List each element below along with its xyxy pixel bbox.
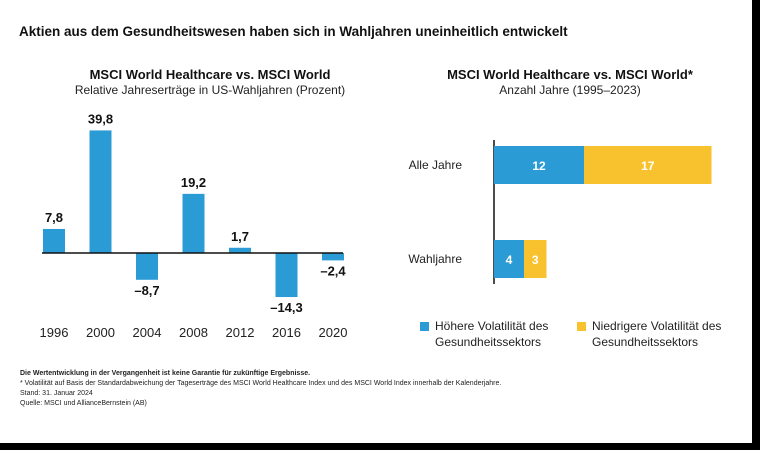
main-title: Aktien aus dem Gesundheitswesen haben si… (19, 24, 568, 39)
data-label-1996: 7,8 (45, 210, 63, 225)
legend-label-lower-volatility: Niedrigere Volatilität des Gesundheitsse… (592, 319, 722, 349)
x-tick-2020: 2020 (319, 325, 348, 340)
left-chart-subtitle: Relative Jahreserträge in US-Wahljahren … (74, 83, 346, 97)
footnote-disclaimer: Die Wertentwicklung in der Vergangenheit… (20, 370, 311, 377)
category-label-1: Wahljahre (408, 252, 462, 266)
right-chart-title: MSCI World Healthcare vs. MSCI World* (447, 67, 693, 82)
x-tick-2012: 2012 (226, 325, 255, 340)
bar-2008 (182, 193, 205, 253)
bar-2000 (89, 130, 112, 253)
data-label-2016: –14,3 (270, 300, 303, 315)
bar-1996 (43, 228, 65, 253)
bar-seg-label-1-1: 3 (532, 253, 539, 267)
footnote-volatility: * Volatilität auf Basis der Standardabwe… (20, 380, 502, 387)
legend-swatch-yellow (577, 322, 586, 331)
bar-2016 (275, 253, 298, 298)
chart-card: Aktien aus dem Gesundheitswesen haben si… (0, 0, 752, 443)
bar-2020 (322, 253, 344, 261)
bar-2004 (136, 253, 158, 280)
right-chart-subtitle: Anzahl Jahre (1995–2023) (499, 83, 641, 97)
legend-item-lower-volatility: Niedrigere Volatilität des Gesundheitsse… (577, 318, 737, 350)
bar-seg-label-1-0: 4 (506, 253, 513, 267)
category-label-0: Alle Jahre (409, 158, 463, 172)
legend-label-higher-volatility: Höhere Volatilität des Gesundheitssektor… (435, 319, 549, 349)
bar-seg-1-1 (524, 240, 547, 278)
data-label-2004: –8,7 (134, 283, 159, 298)
left-chart-title: MSCI World Healthcare vs. MSCI World (89, 67, 331, 82)
right-stacked-bar-chart: Alle Jahre 12 17 Wahljahre 4 3 (408, 140, 712, 284)
x-tick-2000: 2000 (86, 325, 115, 340)
x-tick-2016: 2016 (272, 325, 301, 340)
bar-seg-0-1 (584, 146, 712, 184)
footnote-date: Stand: 31. Januar 2024 (20, 390, 93, 397)
data-label-2008: 19,2 (181, 175, 206, 190)
bar-seg-1-0 (494, 240, 524, 278)
bar-seg-label-0-0: 12 (532, 159, 546, 173)
x-tick-2004: 2004 (133, 325, 162, 340)
footnotes: Die Wertentwicklung in der Vergangenheit… (20, 369, 720, 409)
legend-swatch-blue (420, 322, 429, 331)
footnote-source: Quelle: MSCI und AllianceBernstein (AB) (20, 400, 147, 407)
bar-seg-0-0 (494, 146, 584, 184)
data-label-2020: –2,4 (320, 263, 346, 278)
x-tick-2008: 2008 (179, 325, 208, 340)
bar-seg-label-0-1: 17 (641, 159, 655, 173)
left-bar-chart: 7,8 1996 39,8 2000 –8,7 2004 19,2 2008 1,7 2012 –1… (40, 111, 348, 340)
bar-2012 (229, 247, 251, 253)
data-label-2012: 1,7 (231, 229, 249, 244)
data-label-2000: 39,8 (88, 111, 113, 126)
x-tick-1996: 1996 (40, 325, 69, 340)
legend-item-higher-volatility: Höhere Volatilität des Gesundheitssektor… (420, 318, 570, 350)
